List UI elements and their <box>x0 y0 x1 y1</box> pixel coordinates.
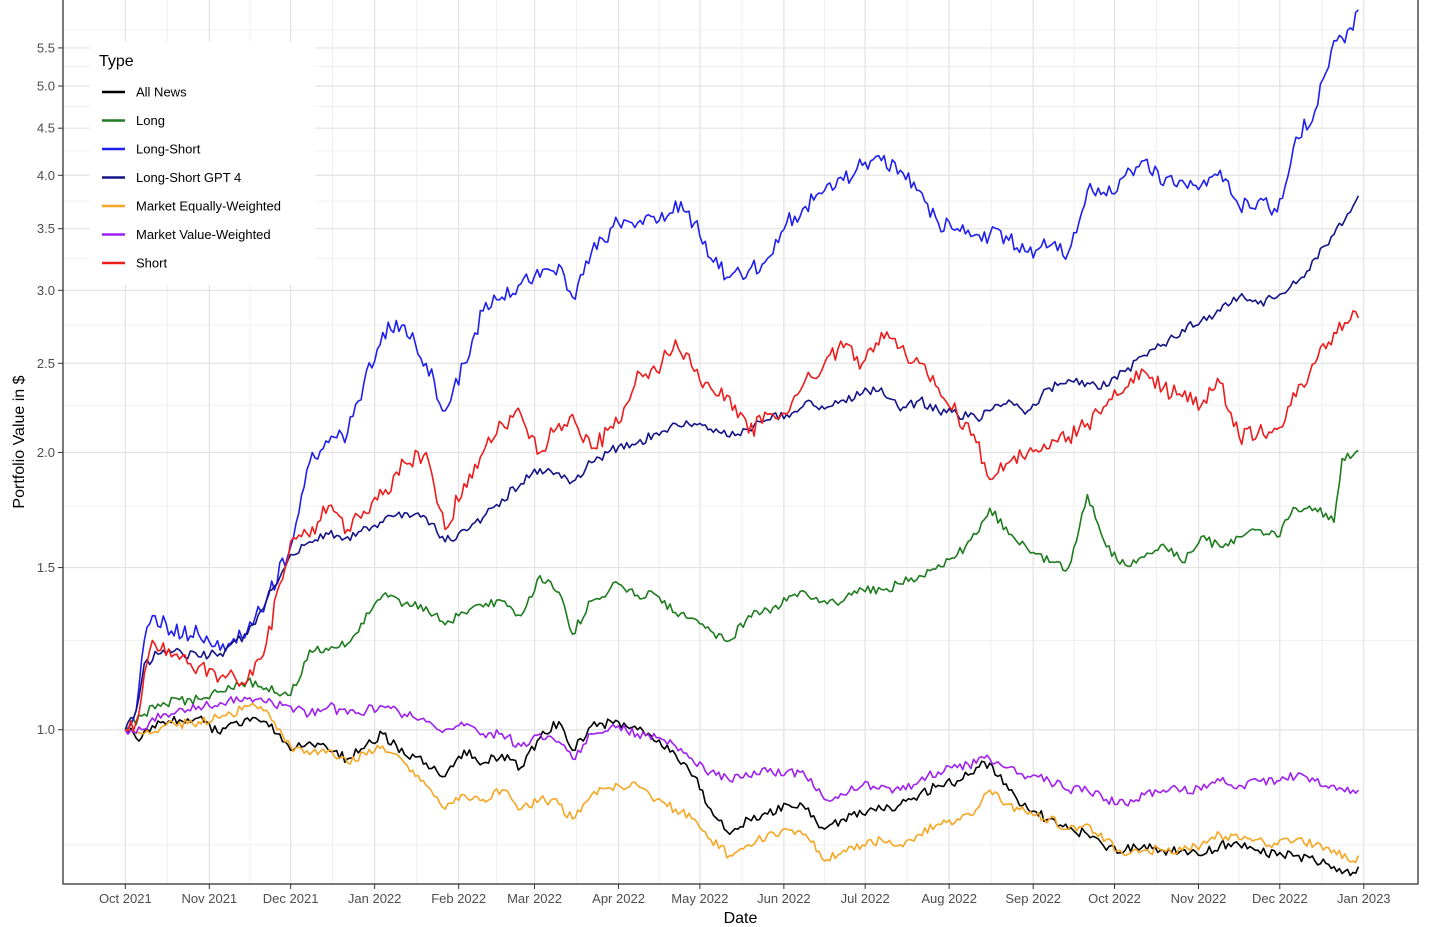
x-tick-label: Aug 2022 <box>921 891 977 906</box>
series-line-market-value-weighted <box>124 696 1360 807</box>
plot-panel-border <box>62 0 1419 885</box>
y-tick-label: 4.0 <box>37 168 55 183</box>
legend: Type All News Long Long-Short Long-Short GP… <box>90 42 315 285</box>
series-layer <box>124 9 1360 877</box>
x-tick-label: Jul 2022 <box>841 891 890 906</box>
x-tick-label: May 2022 <box>671 891 728 906</box>
legend-label-long: Long <box>136 113 165 128</box>
x-tick-label: Feb 2022 <box>431 891 486 906</box>
series-line-long-short <box>125 9 1359 731</box>
series-line-long-short-gpt-4 <box>124 195 1360 730</box>
y-tick-label: 4.5 <box>37 121 55 136</box>
x-tick-label: Sep 2022 <box>1005 891 1061 906</box>
legend-label-market-equally-weighted: Market Equally-Weighted <box>136 199 281 214</box>
x-tick-label: Jan 2022 <box>348 891 402 906</box>
gridlines <box>63 0 1418 884</box>
series-line-long <box>124 449 1359 731</box>
legend-label-all-news: All News <box>136 85 187 100</box>
series-line-all-news <box>124 715 1360 877</box>
x-tick-label: Nov 2021 <box>182 891 238 906</box>
series-line-short <box>125 310 1360 732</box>
y-tick-label: 2.0 <box>37 445 55 460</box>
x-tick-label: Jun 2022 <box>757 891 811 906</box>
y-axis-title: Portfolio Value in $ <box>11 375 28 508</box>
y-tick-label: 1.5 <box>37 560 55 575</box>
legend-items: All News Long Long-Short Long-Short GPT 4 Ma… <box>102 85 281 271</box>
y-tick-label: 5.5 <box>37 40 55 55</box>
y-tick-label: 2.5 <box>37 356 55 371</box>
x-tick-label: Dec 2022 <box>1252 891 1308 906</box>
legend-label-market-value-weighted: Market Value-Weighted <box>136 227 271 242</box>
y-axis: 1.0 1.5 2.0 2.5 3.0 3.5 4.0 4.5 5.0 5.5 <box>37 40 63 737</box>
y-tick-label: 3.0 <box>37 283 55 298</box>
x-tick-label: Oct 2021 <box>99 891 152 906</box>
x-tick-label: Jan 2023 <box>1337 891 1391 906</box>
x-tick-label: Nov 2022 <box>1171 891 1227 906</box>
x-axis-title: Date <box>724 910 758 927</box>
legend-label-long-short: Long-Short <box>136 142 201 157</box>
x-tick-label: Dec 2021 <box>263 891 319 906</box>
x-tick-label: Mar 2022 <box>507 891 562 906</box>
y-tick-label: 1.0 <box>37 722 55 737</box>
y-tick-label: 3.5 <box>37 221 55 236</box>
legend-background <box>90 42 315 285</box>
legend-title: Type <box>99 53 134 70</box>
series-line-market-equally-weighted <box>125 702 1360 864</box>
y-tick-label: 5.0 <box>37 79 55 94</box>
legend-label-long-short-gpt-4: Long-Short GPT 4 <box>136 170 241 185</box>
x-tick-label: Apr 2022 <box>592 891 645 906</box>
x-axis: Oct 2021 Nov 2021 Dec 2021 Jan 2022 Feb 2022… <box>99 884 1391 906</box>
x-tick-label: Oct 2022 <box>1088 891 1141 906</box>
legend-label-short: Short <box>136 256 167 271</box>
